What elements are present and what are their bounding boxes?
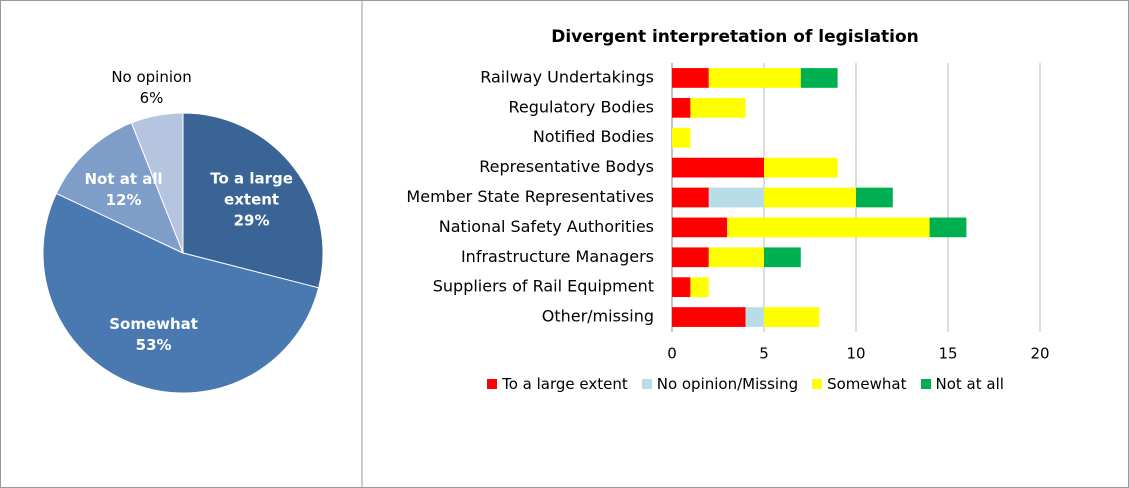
legend-entry: To a large extent xyxy=(487,375,628,393)
y-tick-label: National Safety Authorities xyxy=(439,217,654,236)
bar-segment xyxy=(727,217,930,238)
bar-segment xyxy=(764,307,820,327)
legend-entry: Somewhat xyxy=(812,375,907,393)
bar-segment xyxy=(672,68,709,88)
bar-segment xyxy=(672,127,691,148)
bar-segment xyxy=(764,187,856,208)
x-tick-label: 20 xyxy=(1030,345,1049,363)
bar-segment xyxy=(690,277,709,298)
x-tick-label: 10 xyxy=(846,345,865,363)
y-tick-label: Representative Bodys xyxy=(479,157,654,176)
legend: To a large extent No opinion/Missing Somew… xyxy=(362,375,1129,393)
y-tick-label: Suppliers of Rail Equipment xyxy=(433,277,654,296)
y-tick-label: Member State Representatives xyxy=(406,187,654,206)
bar-segment xyxy=(690,97,746,118)
chart-title: Divergent interpretation of legislation xyxy=(551,27,919,47)
bar-segment xyxy=(708,68,801,88)
bar-segment xyxy=(764,157,838,178)
legend-label: To a large extent xyxy=(502,375,628,393)
legend-entry: Not at all xyxy=(920,375,1004,393)
y-tick-label: Railway Undertakings xyxy=(480,67,654,86)
x-tick-label: 0 xyxy=(667,345,677,363)
bar-segment xyxy=(764,247,801,268)
slice-value: 53% xyxy=(135,335,172,354)
slice-category: To a large extent xyxy=(210,169,293,209)
legend-label: Not at all xyxy=(935,375,1004,393)
bar-segment xyxy=(672,307,746,327)
pie-slice xyxy=(42,192,320,394)
slice-category: No opinion xyxy=(111,67,192,86)
slice-value: 6% xyxy=(139,88,164,107)
bar-segment xyxy=(929,217,967,238)
y-tick-label: Infrastructure Managers xyxy=(461,247,654,266)
legend-label: No opinion/Missing xyxy=(656,375,799,393)
bar-segment xyxy=(856,187,893,208)
bar-segment xyxy=(672,217,728,238)
bar-segment xyxy=(672,157,764,178)
slice-category: Not at all xyxy=(84,169,163,188)
slice-label: No opinion 6% xyxy=(97,67,207,109)
y-tick-label: Notified Bodies xyxy=(533,127,654,146)
y-tick-label: Regulatory Bodies xyxy=(508,97,654,116)
legend-swatch xyxy=(920,379,931,389)
slice-label: Somewhat 53% xyxy=(106,314,201,356)
bar-segment xyxy=(672,187,709,208)
legend-swatch xyxy=(487,379,498,389)
bar-segment xyxy=(708,187,764,208)
pie-slice xyxy=(55,122,184,254)
x-tick-label: 5 xyxy=(759,345,769,363)
legend-entry: No opinion/Missing xyxy=(641,375,799,393)
pie-slice xyxy=(130,112,184,254)
bar-segment xyxy=(672,247,709,268)
slice-label: Not at all 12% xyxy=(76,169,171,211)
slice-value: 29% xyxy=(233,211,270,230)
bar-segment xyxy=(672,277,691,298)
legend-label: Somewhat xyxy=(827,375,907,393)
bar-segment xyxy=(800,68,838,88)
slice-label: To a large extent 29% xyxy=(204,168,299,231)
pie-slice xyxy=(182,112,324,289)
legend-swatch xyxy=(812,379,823,389)
y-tick-label: Other/missing xyxy=(542,307,654,326)
legend-swatch xyxy=(641,379,652,389)
x-tick-label: 15 xyxy=(938,345,957,363)
slice-value: 12% xyxy=(105,190,142,209)
bar-segment xyxy=(672,97,691,118)
slice-category: Somewhat xyxy=(109,314,198,333)
bar-segment xyxy=(745,307,764,327)
bar-segment xyxy=(708,247,764,268)
